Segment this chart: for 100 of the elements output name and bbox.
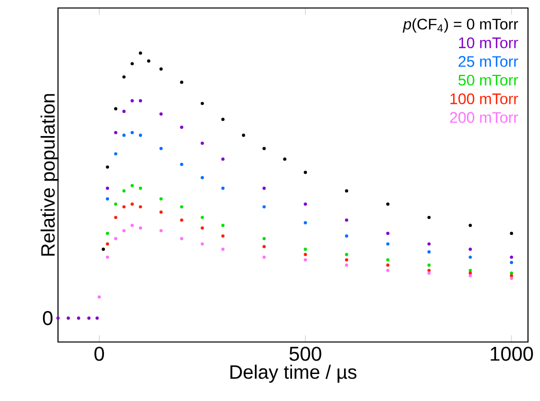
point [221,224,225,227]
point [106,256,110,259]
point [159,146,163,150]
point [344,258,348,262]
point [106,232,110,235]
point [180,237,184,240]
point [386,242,390,246]
point [221,248,225,251]
point [262,256,266,259]
point [242,134,246,137]
point [56,316,60,320]
point [138,134,142,137]
point [87,316,91,320]
x-tick-label: 0 [94,346,104,361]
point [200,102,204,106]
point [114,237,118,240]
point [114,130,118,134]
point [344,218,348,222]
point [468,271,472,275]
text: 100 mTorr [450,93,518,104]
point [106,242,110,246]
point [114,202,118,206]
point [159,229,163,232]
point [344,264,348,267]
point [510,232,514,235]
point [180,218,184,222]
point [114,216,118,220]
point [304,252,307,256]
point [386,258,390,262]
x-tick-label: 1000 [490,346,533,361]
point [468,268,472,272]
point [200,176,204,180]
point [510,271,514,275]
point [304,202,307,206]
point [122,110,126,113]
point [114,107,118,110]
point [427,216,431,220]
point [180,80,184,84]
point [138,51,142,55]
point [180,162,184,166]
point [262,146,266,150]
point [304,170,307,174]
point [122,134,126,137]
point [66,316,70,320]
point [159,210,163,214]
point [98,295,101,299]
point [130,99,134,102]
text: 0 [42,311,52,326]
point [106,186,110,190]
point [122,189,126,193]
point [200,142,204,145]
text: p(CF$_{4}$) = 0 mTorr [402,18,518,33]
point [344,252,348,256]
text: 50 mTorr [458,74,518,86]
x-tick-label: 500 [289,346,322,361]
point [344,189,348,193]
point [427,242,431,246]
point [130,130,134,134]
point [510,276,514,280]
point [159,67,163,71]
point [344,234,348,238]
point [386,232,390,235]
point [130,62,134,66]
point [221,234,225,238]
text: 25 mTorr [458,56,518,67]
point [130,202,134,206]
point [180,205,184,208]
point [427,271,431,275]
point [221,186,225,190]
point [510,274,514,278]
point [77,316,80,320]
point [468,224,472,227]
point [510,260,514,264]
point [304,221,307,224]
point [159,197,163,200]
point [180,126,184,129]
point [147,59,150,63]
text: 10 mTorr [459,37,518,48]
point [304,258,307,262]
point [510,256,514,259]
y-axis-title: Relative population [40,94,59,256]
point [138,205,142,208]
point [130,224,134,227]
x-axis-title: Delay time / µs [230,364,356,383]
point [200,242,204,246]
point [283,157,286,161]
point [106,165,110,169]
point [304,248,307,251]
point [122,229,126,232]
point [221,157,225,161]
point [262,244,266,248]
point [96,316,99,320]
point [159,112,163,116]
point [468,256,472,259]
point [386,202,390,206]
point [130,184,134,188]
point [200,226,204,230]
point [102,248,105,251]
point [262,237,266,240]
text: 200 mTorr [450,112,518,123]
